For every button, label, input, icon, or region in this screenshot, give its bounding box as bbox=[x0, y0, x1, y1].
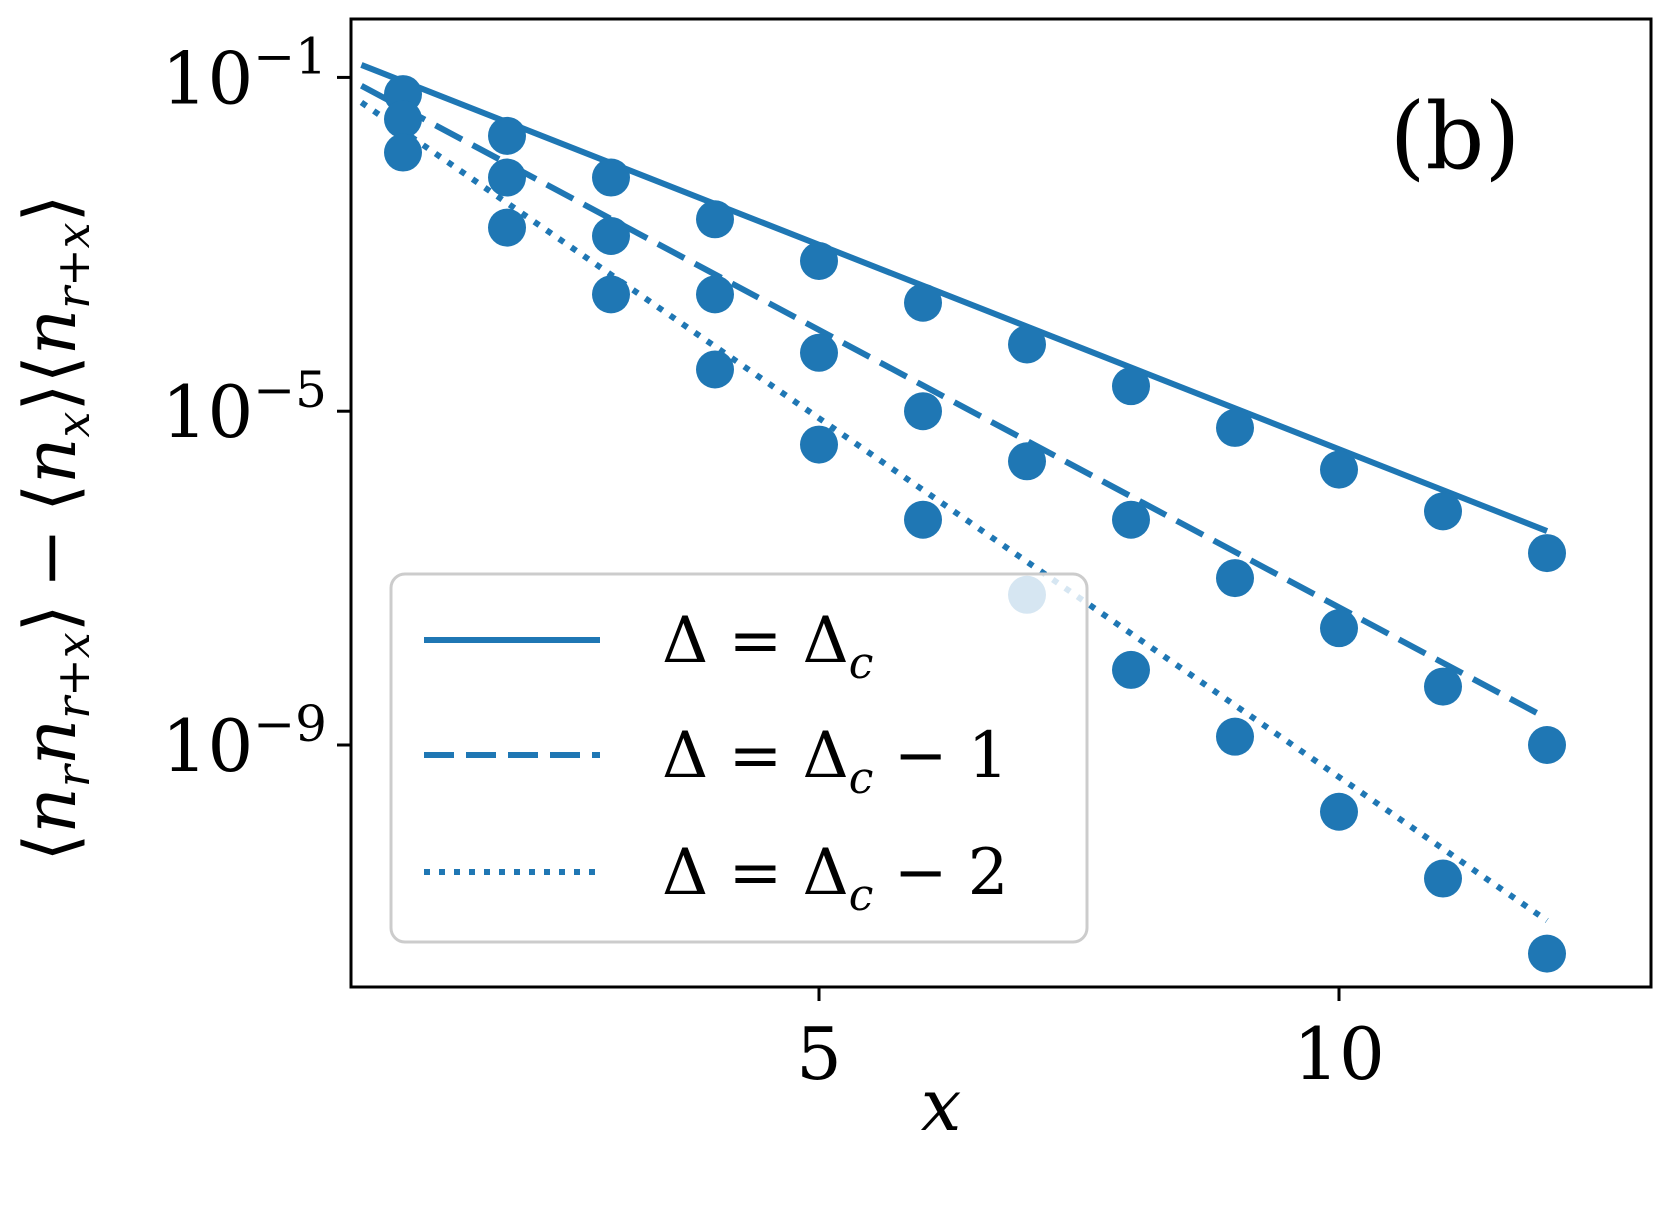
y-label-part: x bbox=[46, 411, 100, 437]
data-point-series-2 bbox=[1112, 500, 1150, 539]
y-label-part: n bbox=[8, 309, 92, 355]
data-point-series-1 bbox=[1320, 450, 1358, 489]
series-line-1 bbox=[360, 62, 1549, 534]
legend-label-suffix: − 1 bbox=[873, 719, 1008, 793]
y-label-part: r+x bbox=[46, 632, 100, 719]
y-label-part: ⟩ bbox=[8, 383, 92, 411]
y-label-part: n bbox=[8, 787, 92, 833]
y-label-part: r bbox=[46, 762, 100, 787]
y-label-part: ⟩ bbox=[8, 604, 92, 632]
data-point-series-1 bbox=[1528, 534, 1566, 573]
y-label-part: r+x bbox=[46, 222, 100, 309]
legend-label-main: Δ = Δ bbox=[662, 604, 849, 678]
y-tick-base: 10 bbox=[162, 704, 254, 788]
data-point-series-3 bbox=[1320, 792, 1358, 831]
legend-label-2: Δ = Δc − 1 bbox=[662, 719, 1008, 804]
legend-label-1: Δ = Δc bbox=[662, 604, 873, 689]
y-label-part: n bbox=[8, 437, 92, 483]
y-label-part: ⟩ bbox=[8, 194, 92, 222]
legend-label-suffix: − 2 bbox=[873, 836, 1008, 910]
data-point-series-2 bbox=[1424, 667, 1462, 706]
svg-text:⟨nrnr+x⟩−⟨nx⟩⟨nr+x⟩: ⟨nrnr+x⟩−⟨nx⟩⟨nr+x⟩ bbox=[8, 194, 100, 861]
y-tick-label: 10−1 bbox=[162, 27, 327, 120]
y-label-part: − bbox=[8, 528, 92, 588]
data-point-series-2 bbox=[592, 216, 630, 255]
x-tick-label: 10 bbox=[1293, 1012, 1385, 1096]
legend-label-subscript: c bbox=[849, 638, 874, 689]
series-points bbox=[384, 75, 1566, 973]
data-point-series-2 bbox=[800, 333, 838, 372]
data-point-series-2 bbox=[1320, 609, 1358, 648]
y-label-part: ⟨ bbox=[8, 355, 92, 383]
data-point-series-1 bbox=[800, 242, 838, 280]
series-line-3 bbox=[359, 99, 1549, 924]
legend-label-subscript: c bbox=[849, 870, 874, 921]
y-tick-exponent: −5 bbox=[253, 361, 327, 419]
data-point-series-2 bbox=[1008, 442, 1046, 481]
data-point-series-2 bbox=[384, 100, 422, 139]
data-point-series-2 bbox=[904, 392, 942, 431]
legend-box bbox=[389, 572, 1089, 944]
data-point-series-1 bbox=[1112, 367, 1150, 406]
data-point-series-1 bbox=[696, 200, 734, 239]
data-point-series-2 bbox=[1216, 559, 1254, 598]
data-point-series-1 bbox=[904, 283, 942, 322]
x-tick-label: 5 bbox=[796, 1012, 842, 1096]
data-point-series-2 bbox=[488, 158, 526, 197]
panel-label: (b) bbox=[1390, 83, 1521, 190]
y-tick-base: 10 bbox=[162, 36, 254, 120]
data-point-series-3 bbox=[1528, 934, 1566, 973]
legend-label-main: Δ = Δ bbox=[662, 719, 849, 793]
y-label-part: ⟨ bbox=[8, 834, 92, 862]
legend-label-main: Δ = Δ bbox=[662, 836, 849, 910]
plot-frame bbox=[349, 17, 1653, 989]
data-point-series-1 bbox=[1008, 325, 1046, 364]
data-point-series-1 bbox=[1216, 408, 1254, 447]
data-point-series-3 bbox=[696, 350, 734, 389]
legend-label-3: Δ = Δc − 2 bbox=[662, 836, 1008, 921]
data-point-series-3 bbox=[592, 275, 630, 314]
legend-label-subscript: c bbox=[849, 753, 874, 804]
data-point-series-3 bbox=[1424, 859, 1462, 898]
y-axis-label: ⟨nrnr+x⟩−⟨nx⟩⟨nr+x⟩ bbox=[8, 194, 100, 861]
data-point-series-3 bbox=[1216, 717, 1254, 756]
y-label-part: ⟨ bbox=[8, 484, 92, 512]
y-label-part: n bbox=[8, 719, 92, 765]
legend: Δ = ΔcΔ = Δc − 1Δ = Δc − 2 bbox=[389, 572, 1089, 944]
data-point-series-3 bbox=[384, 133, 422, 172]
data-point-series-1 bbox=[1424, 492, 1462, 531]
data-point-series-3 bbox=[800, 425, 838, 464]
data-point-series-1 bbox=[592, 158, 630, 197]
data-point-series-3 bbox=[488, 208, 526, 247]
data-point-series-3 bbox=[1112, 650, 1150, 689]
y-tick-exponent: −9 bbox=[253, 695, 327, 753]
data-point-series-3 bbox=[904, 500, 942, 539]
y-tick-exponent: −1 bbox=[253, 27, 327, 85]
x-axis-label: x bbox=[921, 1063, 962, 1147]
data-point-series-2 bbox=[1528, 726, 1566, 764]
data-point-series-2 bbox=[696, 275, 734, 314]
y-tick-base: 10 bbox=[162, 370, 254, 454]
y-tick-label: 10−9 bbox=[162, 695, 327, 788]
y-tick-label: 10−5 bbox=[162, 361, 327, 454]
data-point-series-1 bbox=[488, 116, 526, 155]
